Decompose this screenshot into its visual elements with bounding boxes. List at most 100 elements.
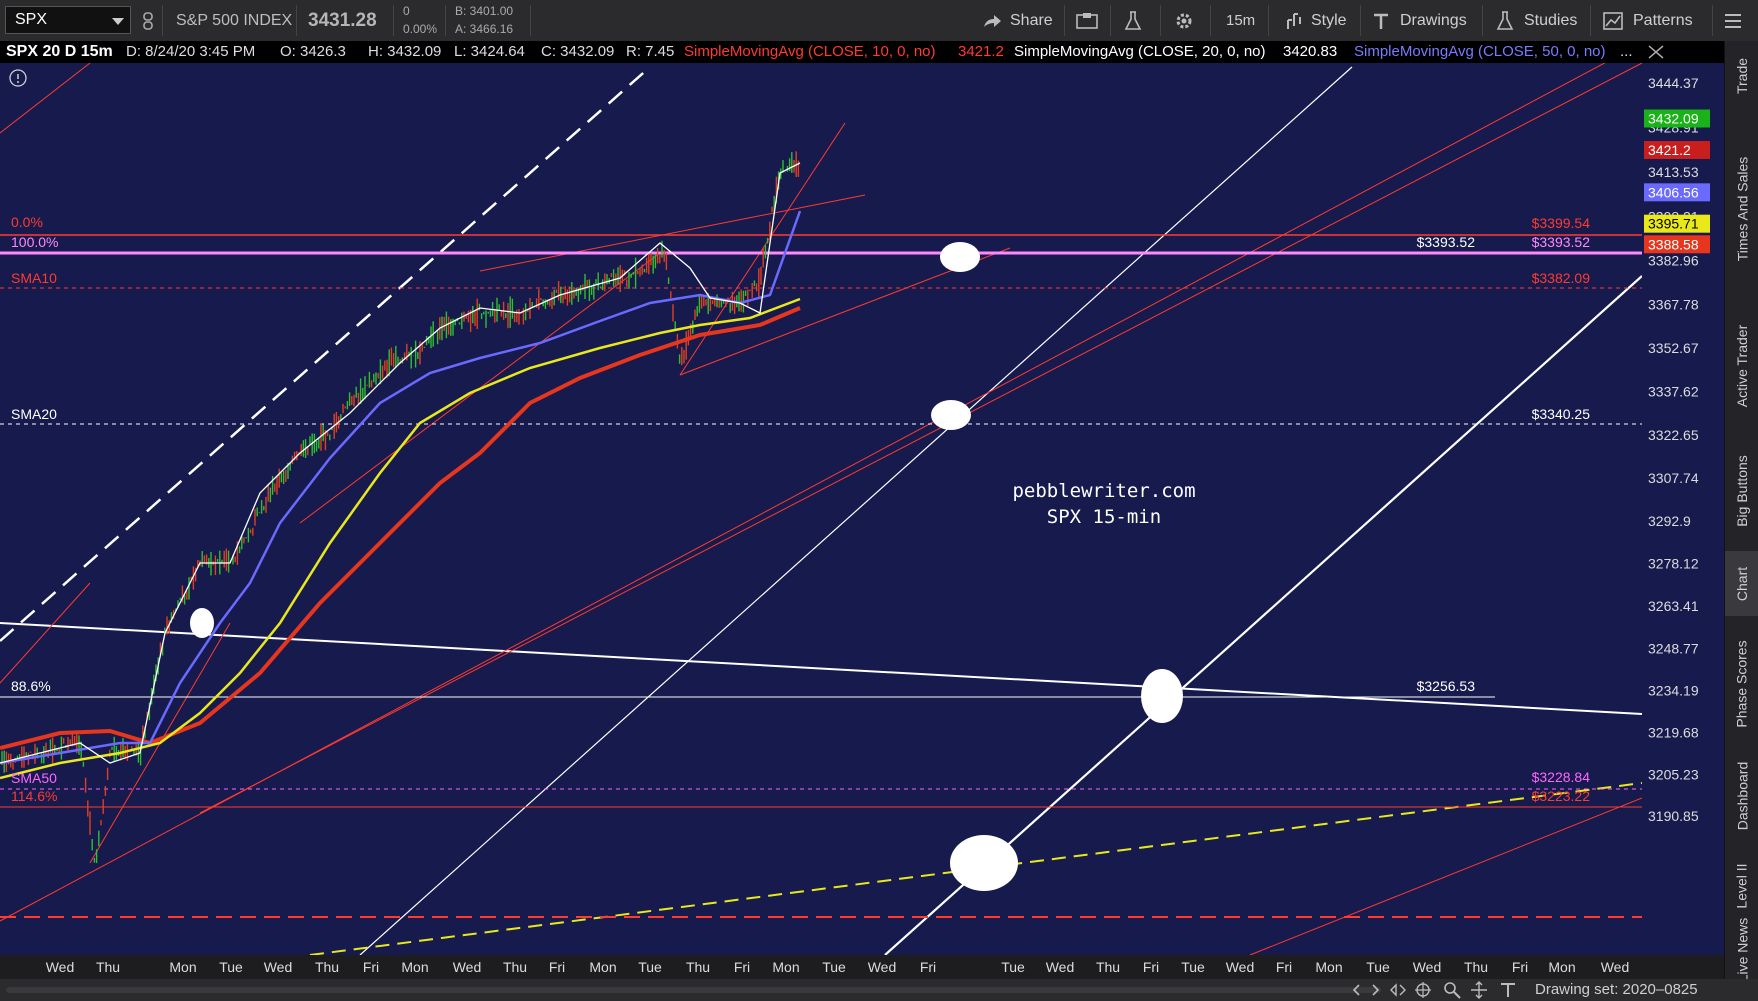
sma20-line[interactable] bbox=[0, 210, 802, 765]
level-label-88-6pct: 88.6% bbox=[11, 678, 51, 694]
status-bar: Drawing set: 2020–0825 bbox=[0, 979, 1758, 1001]
horizontal-scrollbar[interactable] bbox=[6, 987, 1381, 993]
level-label-sma50: SMA50 bbox=[11, 770, 57, 786]
net-change: 0 bbox=[403, 4, 410, 18]
grid-icon bbox=[1076, 12, 1098, 29]
timeframe-selector[interactable]: 15m bbox=[1226, 0, 1255, 41]
channel-red-7[interactable] bbox=[479, 194, 866, 272]
time-tick-label: Thu bbox=[1464, 959, 1488, 975]
price-badge: 3395.71 bbox=[1644, 214, 1710, 233]
bar-high: H: 3432.09 bbox=[368, 43, 442, 60]
sma200-line[interactable] bbox=[0, 306, 801, 750]
settings-button[interactable] bbox=[1174, 0, 1194, 41]
watermark-chart-name: SPX 15-min bbox=[1047, 506, 1161, 528]
drawing-set-label[interactable]: Drawing set: 2020–0825 bbox=[1535, 981, 1698, 998]
flask-button[interactable] bbox=[1124, 0, 1142, 41]
price-tick-label: 3205.23 bbox=[1648, 766, 1699, 782]
rail-tab-phase-scores[interactable]: Phase Scores bbox=[1734, 639, 1751, 728]
bid-price: B: 3401.00 bbox=[455, 4, 514, 18]
price-tick-label: 3219.68 bbox=[1648, 725, 1699, 741]
price-badge-bg bbox=[1644, 235, 1710, 254]
rail-tab-live-news[interactable]: Live News bbox=[1734, 917, 1750, 983]
time-tick-label: Wed bbox=[1226, 959, 1255, 975]
time-tick-label: Wed bbox=[46, 959, 75, 975]
time-tick-label: Fri bbox=[734, 959, 750, 975]
text-drawing-icon bbox=[1501, 983, 1515, 997]
level-price-114-6pct: $3223.22 bbox=[1532, 788, 1591, 804]
sma20-study-value: 3420.83 bbox=[1283, 43, 1338, 60]
annotation-circle-3[interactable] bbox=[190, 608, 214, 638]
symbol-selector[interactable]: SPX bbox=[5, 6, 131, 34]
sma50-study-label[interactable]: SimpleMovingAvg (CLOSE, 50, 0, no) bbox=[1354, 43, 1606, 60]
trendline-white-thick[interactable] bbox=[884, 275, 1642, 955]
price-tick-label: 3382.96 bbox=[1648, 253, 1699, 269]
info-icon[interactable] bbox=[9, 69, 27, 87]
channel-red-1[interactable] bbox=[0, 63, 1642, 922]
share-label: Share bbox=[1010, 11, 1053, 29]
time-tick-label: Thu bbox=[686, 959, 710, 975]
rail-tab-level-ii[interactable]: Level II bbox=[1734, 863, 1751, 909]
style-button[interactable]: Style bbox=[1285, 0, 1347, 41]
channel-red-3[interactable] bbox=[1249, 797, 1642, 955]
annotation-circle-2[interactable] bbox=[931, 400, 971, 430]
symbol-text: SPX bbox=[15, 11, 48, 28]
more-ellipsis[interactable]: ... bbox=[1620, 43, 1633, 60]
sma10-study-label[interactable]: SimpleMovingAvg (CLOSE, 10, 0, no) bbox=[684, 43, 936, 60]
studies-button[interactable]: Studies bbox=[1496, 0, 1577, 41]
price-tick-label: 3337.62 bbox=[1648, 384, 1699, 400]
rail-tab-active-trader[interactable]: Active Trader bbox=[1734, 324, 1751, 408]
rail-tab-chart[interactable]: Chart bbox=[1725, 551, 1758, 616]
annotation-circle-5[interactable] bbox=[950, 835, 1018, 891]
trendline-white-descending[interactable] bbox=[0, 622, 1642, 715]
drawing-tools-icon bbox=[1390, 983, 1406, 997]
price-axis[interactable]: 3444.373428.913413.533398.213382.963367.… bbox=[1642, 63, 1724, 955]
rail-tab-dashboard[interactable]: Dashboard bbox=[1734, 761, 1750, 831]
sma50-line[interactable] bbox=[0, 297, 801, 780]
price-tick-label: 3263.41 bbox=[1648, 598, 1699, 614]
level-price-88-6pct: $3256.53 bbox=[1417, 678, 1476, 694]
info-icon-dot bbox=[17, 81, 19, 83]
price-tick-label: 3444.37 bbox=[1648, 75, 1699, 91]
share-button[interactable]: Share bbox=[982, 0, 1053, 41]
style-label: Style bbox=[1311, 11, 1347, 29]
level-label-100pct: 100.0% bbox=[11, 234, 58, 250]
level-label-0pct: 0.0% bbox=[11, 214, 43, 230]
annotation-circle-1[interactable] bbox=[940, 242, 980, 272]
flexible-grid-button[interactable] bbox=[1076, 0, 1098, 41]
trendline-white-thin[interactable] bbox=[359, 66, 1353, 955]
scroll-right-icon bbox=[1372, 984, 1380, 996]
time-axis-canvas: Wed Thu Mon Tue Wed Thu Fri Mon Wed Thu Fri Mon Tue T… bbox=[46, 959, 1630, 975]
time-axis[interactable]: Wed Thu Mon Tue Wed Thu Fri Mon Wed Thu Fri Mon Tue T… bbox=[0, 955, 1724, 979]
menu-button[interactable] bbox=[1724, 0, 1742, 41]
chevron-down-icon[interactable] bbox=[112, 18, 124, 25]
link-icon[interactable] bbox=[143, 0, 153, 41]
trendline-white-dashed[interactable] bbox=[0, 66, 651, 642]
rail-tab-big-buttons[interactable]: Big Buttons bbox=[1734, 455, 1751, 527]
watermark-site: pebblewriter.com bbox=[1012, 480, 1195, 502]
bar-open: O: 3426.3 bbox=[280, 43, 346, 60]
price-tick-label: 3248.77 bbox=[1648, 641, 1699, 657]
channel-red-4[interactable] bbox=[0, 582, 91, 684]
time-tick-label: Wed bbox=[1413, 959, 1442, 975]
rail-tab-times-and-sales[interactable]: Times And Sales bbox=[1734, 156, 1750, 261]
drawings-button[interactable]: Drawings bbox=[1372, 0, 1467, 41]
channel-red-2[interactable] bbox=[199, 63, 1642, 814]
price-chart[interactable]: 0.0% 100.0% SMA10 SMA20 88.6% SMA50 114.… bbox=[0, 63, 1642, 955]
rail-tab-trade[interactable]: Trade bbox=[1734, 57, 1750, 95]
sma10-line[interactable] bbox=[0, 162, 801, 764]
time-tick-label: Fri bbox=[363, 959, 379, 975]
index-name: S&P 500 INDEX bbox=[176, 11, 293, 29]
time-tick-label: Tue bbox=[1181, 959, 1205, 975]
sma20-study-label[interactable]: SimpleMovingAvg (CLOSE, 20, 0, no) bbox=[1014, 43, 1266, 60]
price-badge-label: 3395.71 bbox=[1648, 216, 1699, 232]
annotation-circle-4[interactable] bbox=[1141, 669, 1183, 723]
time-tick-label: Wed bbox=[264, 959, 293, 975]
time-tick-label: Wed bbox=[868, 959, 897, 975]
studies-flask-icon bbox=[1496, 10, 1514, 30]
patterns-button[interactable]: Patterns bbox=[1603, 0, 1693, 41]
channel-red-5[interactable] bbox=[0, 63, 91, 134]
chart-canvas[interactable]: 0.0% 100.0% SMA10 SMA20 88.6% SMA50 114.… bbox=[0, 63, 1642, 955]
price-tick-label: 3413.53 bbox=[1648, 164, 1699, 180]
level-label-sma20: SMA20 bbox=[11, 406, 57, 422]
bar-range: R: 7.45 bbox=[626, 43, 675, 60]
